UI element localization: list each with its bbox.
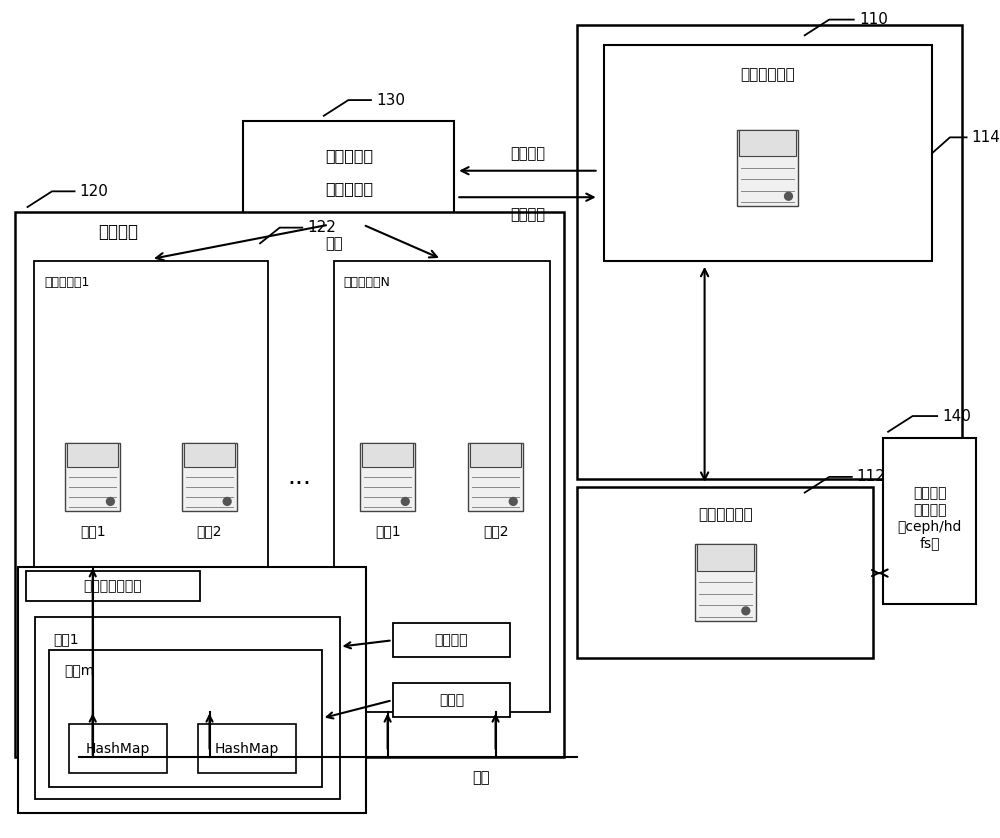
Text: 客户端软件: 客户端软件: [325, 148, 373, 163]
Bar: [69, 724, 167, 773]
Text: 110: 110: [860, 12, 889, 27]
Text: 存储节点组1: 存储节点组1: [44, 276, 90, 289]
Text: 多模型版本存储: 多模型版本存储: [84, 579, 142, 592]
Text: 130: 130: [376, 92, 405, 107]
Text: 副本1: 副本1: [375, 524, 400, 538]
Bar: [468, 442, 523, 511]
Text: fs）: fs）: [920, 536, 940, 551]
Bar: [393, 623, 510, 658]
Text: 心跳上报: 心跳上报: [510, 207, 545, 222]
Bar: [67, 442, 118, 467]
Text: 140: 140: [942, 409, 971, 423]
Bar: [49, 649, 322, 787]
Text: ...: ...: [287, 465, 311, 489]
Text: HashMap: HashMap: [86, 742, 150, 756]
Text: 写入: 写入: [472, 770, 490, 785]
Text: 112: 112: [857, 469, 886, 484]
Text: 模型文件: 模型文件: [913, 504, 947, 517]
Bar: [739, 130, 796, 157]
Text: 副本1: 副本1: [80, 524, 106, 538]
Text: 副本2: 副本2: [197, 524, 222, 538]
Bar: [26, 572, 200, 601]
Circle shape: [401, 498, 409, 505]
Text: 120: 120: [79, 184, 108, 199]
Text: 114: 114: [972, 130, 1000, 145]
Bar: [577, 487, 873, 659]
Bar: [243, 121, 454, 224]
Text: 待存储的: 待存储的: [913, 487, 947, 500]
Text: 版本m: 版本m: [64, 665, 94, 678]
Bar: [695, 544, 756, 621]
Text: （ceph/hd: （ceph/hd: [898, 520, 962, 534]
Bar: [604, 45, 932, 261]
Circle shape: [785, 192, 792, 200]
Circle shape: [223, 498, 231, 505]
Text: 122: 122: [307, 220, 336, 235]
Bar: [184, 442, 235, 467]
Bar: [182, 442, 237, 511]
Text: 同步路由: 同步路由: [510, 146, 545, 161]
Bar: [470, 442, 521, 467]
Bar: [34, 261, 268, 712]
Bar: [198, 724, 296, 773]
Bar: [65, 442, 120, 511]
Bar: [334, 261, 550, 712]
Text: 开发工具包: 开发工具包: [325, 181, 373, 196]
Text: 读取: 读取: [325, 235, 342, 251]
Bar: [737, 130, 798, 206]
Bar: [577, 25, 962, 478]
Text: 存储节点组N: 存储节点组N: [343, 276, 390, 289]
Bar: [362, 442, 413, 467]
Bar: [360, 442, 415, 511]
Text: HashMap: HashMap: [215, 742, 279, 756]
Text: 副本2: 副本2: [483, 524, 508, 538]
Bar: [393, 683, 510, 717]
Bar: [15, 212, 564, 757]
Text: 版本1: 版本1: [53, 632, 79, 646]
Bar: [35, 618, 340, 799]
Text: 存储服务: 存储服务: [98, 223, 138, 241]
Circle shape: [742, 607, 750, 615]
Bar: [883, 437, 976, 604]
Bar: [697, 544, 754, 571]
Circle shape: [106, 498, 114, 505]
Text: 模型导入服务: 模型导入服务: [698, 507, 753, 522]
Text: 写版本: 写版本: [439, 693, 464, 707]
Text: 路由管理服务: 路由管理服务: [741, 67, 795, 82]
Circle shape: [509, 498, 517, 505]
Text: 只读版本: 只读版本: [435, 634, 468, 647]
Bar: [18, 567, 366, 813]
